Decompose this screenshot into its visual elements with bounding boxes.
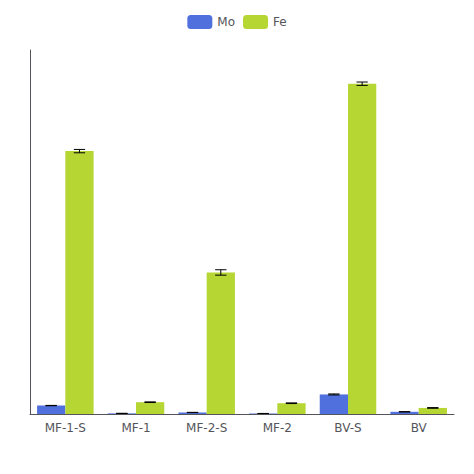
svg-text:MF-1: MF-1 <box>121 421 150 435</box>
svg-text:MF-2: MF-2 <box>263 421 292 435</box>
svg-text:MF-1-S: MF-1-S <box>45 421 86 435</box>
svg-text:MF-2-S: MF-2-S <box>186 421 227 435</box>
svg-text:BV-S: BV-S <box>334 421 361 435</box>
svg-text:Mo: Mo <box>217 15 235 29</box>
svg-text:Fe: Fe <box>273 15 287 29</box>
svg-text:BV: BV <box>411 421 428 435</box>
